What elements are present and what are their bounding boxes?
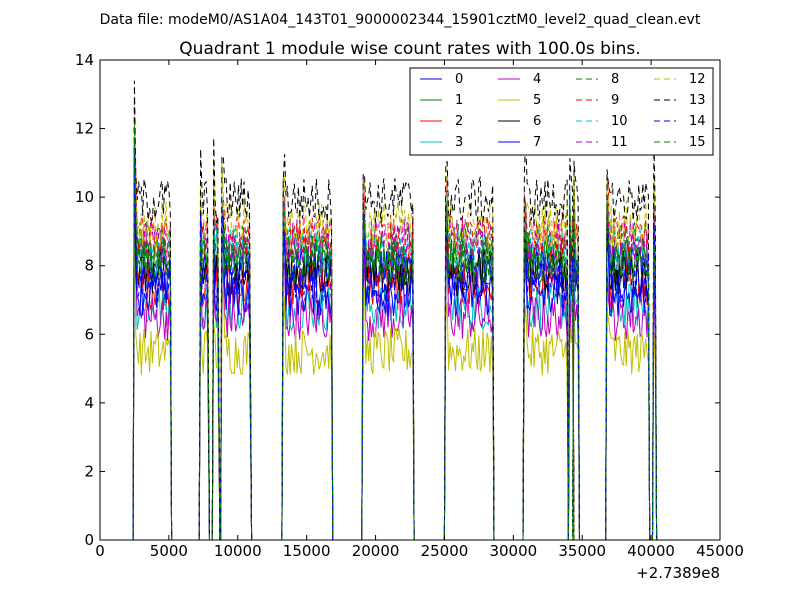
legend-label-0: 0 <box>455 72 463 87</box>
legend-label-3: 3 <box>455 135 463 150</box>
legend-label-7: 7 <box>533 135 541 150</box>
chart-title: Quadrant 1 module wise count rates with … <box>179 39 640 59</box>
chart-suptitle: Data file: modeM0/AS1A04_143T01_90000023… <box>100 12 701 28</box>
y-tick-label: 14 <box>75 51 94 69</box>
x-tick-label: 15000 <box>283 542 331 560</box>
legend-label-6: 6 <box>533 114 541 129</box>
x-tick-label: 40000 <box>627 542 675 560</box>
legend-label-15: 15 <box>689 135 706 150</box>
x-tick-label: 0 <box>95 542 105 560</box>
x-tick-label: 45000 <box>696 542 744 560</box>
y-tick-label: 8 <box>84 257 94 275</box>
y-tick-label: 10 <box>75 188 94 206</box>
x-tick-label: 10000 <box>214 542 262 560</box>
x-tick-label: 20000 <box>352 542 400 560</box>
legend-label-2: 2 <box>455 114 463 129</box>
legend-label-14: 14 <box>689 114 706 129</box>
axis-ticks: 0 5000 10000 15000 20000 25000 30000 35000 40000… <box>75 51 744 560</box>
x-offset-label: +2.7389e8 <box>636 564 720 582</box>
legend-label-9: 9 <box>611 93 619 108</box>
y-tick-label: 6 <box>84 325 94 343</box>
legend-label-12: 12 <box>689 72 706 87</box>
legend-label-11: 11 <box>611 135 628 150</box>
plot-frame <box>99 59 721 541</box>
y-tick-label: 2 <box>84 462 94 480</box>
legend-label-10: 10 <box>611 114 628 129</box>
x-tick-label: 35000 <box>558 542 606 560</box>
x-tick-label: 25000 <box>421 542 469 560</box>
legend-label-13: 13 <box>689 93 706 108</box>
legend-box <box>409 67 714 156</box>
x-tick-label: 30000 <box>489 542 537 560</box>
x-tick-label: 5000 <box>150 542 188 560</box>
legend-label-8: 8 <box>611 72 619 87</box>
legend-label-4: 4 <box>533 72 541 87</box>
series-line-15 <box>100 121 658 541</box>
y-tick-label: 0 <box>84 531 94 549</box>
legend-label-1: 1 <box>455 93 463 108</box>
legend-label-5: 5 <box>533 93 541 108</box>
y-tick-label: 12 <box>75 120 94 138</box>
y-tick-label: 4 <box>84 394 94 412</box>
